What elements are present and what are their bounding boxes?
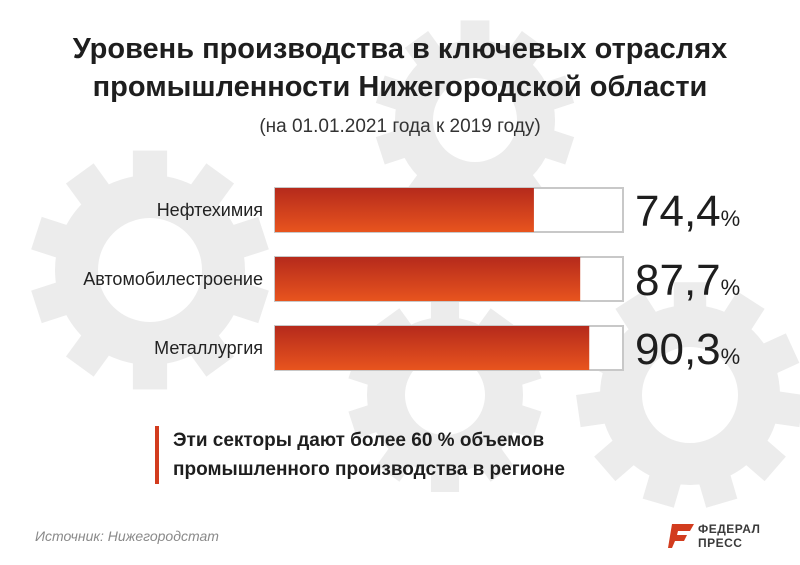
gear-tooth — [376, 444, 415, 482]
gear-tooth — [375, 75, 410, 111]
gear-icon — [31, 150, 269, 390]
logo-line-2: ПРЕСС — [698, 536, 743, 550]
gear-tooth — [31, 281, 71, 324]
category-label: Металлургия — [154, 338, 263, 358]
gear-tooth — [404, 30, 444, 69]
value-unit: % — [721, 275, 741, 300]
gear-tooth — [188, 331, 235, 377]
gear-tooth — [475, 444, 514, 482]
source-credit: Источник: Нижегородстат — [35, 528, 219, 544]
gear-tooth — [65, 163, 112, 209]
bar — [275, 188, 534, 232]
title-line-1: Уровень производства в ключевых отраслях — [72, 33, 728, 65]
category-label: Автомобилестроение — [83, 269, 263, 289]
chart-title: Уровень производства в ключевых отраслях… — [0, 30, 800, 106]
value-label: 90,3% — [635, 325, 740, 374]
gear-tooth — [460, 20, 490, 46]
gear-hole — [405, 355, 485, 435]
gear-tooth — [430, 298, 460, 323]
gear-tooth — [721, 291, 765, 334]
gear-tooth — [132, 359, 168, 390]
gear-tooth — [673, 282, 707, 311]
gear-tooth — [615, 291, 659, 334]
value-unit: % — [721, 344, 741, 369]
value-label: 87,7% — [635, 256, 740, 305]
logo-mark-icon — [668, 524, 694, 548]
note-line-2: промышленного производства в регионе — [173, 459, 565, 480]
federal-press-logo: ФЕДЕРАЛ ПРЕСС — [668, 520, 778, 554]
gear-icon — [375, 20, 575, 220]
gear-hole — [98, 218, 202, 322]
gear-tooth — [506, 30, 546, 69]
gear-tooth — [642, 471, 682, 508]
note-line-1: Эти секторы дают более 60 % объемов — [173, 430, 545, 451]
gear-tooth — [375, 129, 410, 165]
chart-subtitle: (на 01.01.2021 года к 2019 году) — [259, 116, 541, 137]
gear-tooth — [759, 333, 800, 375]
gear-tooth — [132, 150, 168, 181]
gear-tooth — [698, 471, 738, 508]
value-label: 74,4% — [635, 187, 740, 236]
logo-text: ФЕДЕРАЛ ПРЕСС — [698, 522, 760, 550]
gear-tooth — [65, 331, 112, 377]
gear-tooth — [229, 281, 269, 324]
bar — [275, 257, 581, 301]
value-number: 87,7 — [635, 256, 721, 305]
bar-chart: Нефтехимия 74,4% Автомобилестроение 87,7% Ме… — [83, 187, 740, 374]
gear-tooth — [742, 437, 786, 482]
gear-tooth — [229, 216, 269, 259]
gear-hole — [642, 347, 738, 443]
gear-tooth — [348, 403, 381, 439]
gear-tooth — [430, 467, 460, 492]
value-number: 90,3 — [635, 325, 721, 374]
gear-tooth — [576, 390, 610, 428]
bar — [275, 326, 590, 370]
value-number: 74,4 — [635, 187, 721, 236]
gear-tooth — [188, 163, 235, 209]
value-unit: % — [721, 206, 741, 231]
title-line-2: промышленности Нижегородской области — [92, 71, 708, 103]
logo-line-1: ФЕДЕРАЛ — [698, 522, 761, 536]
note-callout: Эти секторы дают более 60 % объемов пром… — [155, 426, 565, 484]
gear-tooth — [509, 403, 542, 439]
gear-hole — [433, 78, 517, 162]
gear-tooth — [594, 437, 638, 482]
gear-tooth — [770, 390, 800, 428]
gear-tooth — [31, 216, 71, 259]
gear-tooth — [540, 129, 575, 165]
gear-tooth — [540, 75, 575, 111]
category-label: Нефтехимия — [157, 200, 263, 220]
